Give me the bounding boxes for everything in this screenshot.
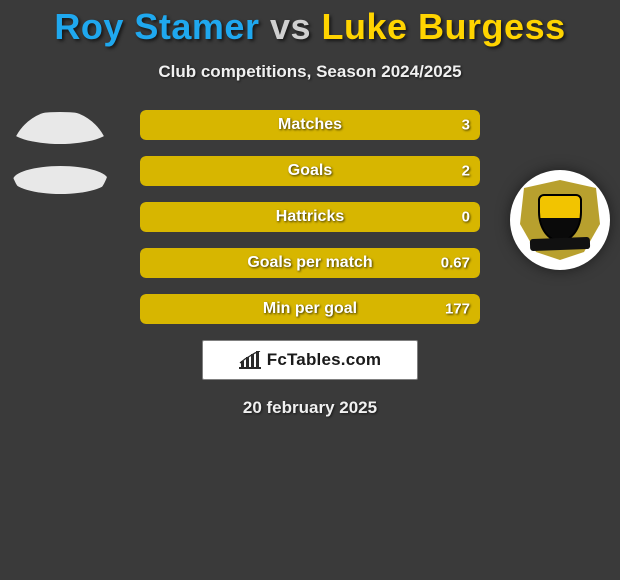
stat-bar-label: Hattricks [276,208,344,226]
club-crest-icon [520,180,600,260]
subtitle: Club competitions, Season 2024/2025 [0,62,620,82]
stat-bar-label: Goals [288,162,332,180]
brand-text: FcTables.com [267,350,382,370]
stat-bar-row: Hattricks 0 [140,202,480,232]
stat-bar-label: Min per goal [263,300,357,318]
avatar-left-placeholder-2 [13,166,108,194]
stat-bar-row: Matches 3 [140,110,480,140]
page-title: Roy Stamer vs Luke Burgess [0,0,620,48]
avatar-right [510,170,610,270]
title-vs: vs [270,6,311,47]
avatar-left [10,110,110,210]
stat-bar-value-right: 0.67 [441,255,470,272]
stat-bar-value-right: 2 [462,163,470,180]
title-left: Roy Stamer [54,6,259,47]
avatar-left-placeholder-1 [10,112,110,144]
stat-bar-row: Goals per match 0.67 [140,248,480,278]
stat-bar-value-right: 177 [445,301,470,318]
bar-chart-icon [239,351,261,369]
stat-bars: Matches 3 Goals 2 Hattricks 0 Goals per match 0… [140,110,480,324]
stat-bar-value-right: 0 [462,209,470,226]
stat-bar-row: Min per goal 177 [140,294,480,324]
stat-bar-row: Goals 2 [140,156,480,186]
stat-bar-value-right: 3 [462,117,470,134]
footer-date: 20 february 2025 [0,398,620,418]
title-right: Luke Burgess [322,6,566,47]
comparison-panel: Matches 3 Goals 2 Hattricks 0 Goals per match 0… [0,110,620,418]
brand-box: FcTables.com [202,340,418,380]
stat-bar-label: Matches [278,116,342,134]
stat-bar-label: Goals per match [247,254,372,272]
